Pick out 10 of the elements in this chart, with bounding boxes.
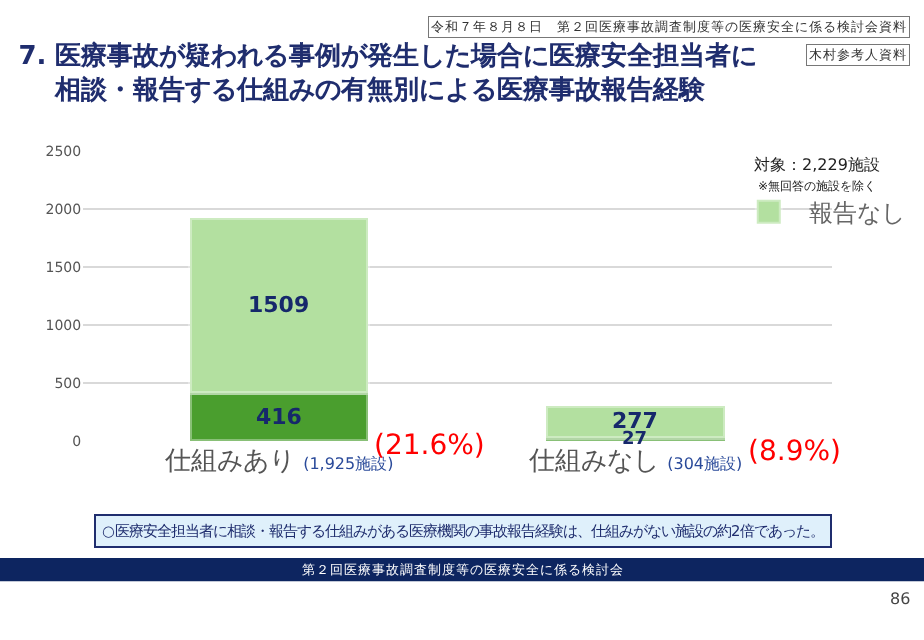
chart-title: 7. 医療事故が疑われる事例が発生した場合に医療安全担当者に相談・報告する仕組みの有無別による医療事故報告経験 — [18, 40, 758, 106]
annotation: 対象：2,229施設 — [754, 156, 880, 174]
data-label: 1509 — [248, 292, 310, 318]
text: 86 — [890, 590, 911, 608]
data-label: 277 — [612, 408, 658, 434]
annotation: (8.9%) — [748, 436, 841, 468]
x-tick-label: 仕組みなし (304施設) — [526, 447, 743, 478]
data-label: 416 — [256, 404, 303, 430]
data-label: 27 — [622, 430, 648, 450]
legend-label: 報告なし — [808, 199, 905, 228]
